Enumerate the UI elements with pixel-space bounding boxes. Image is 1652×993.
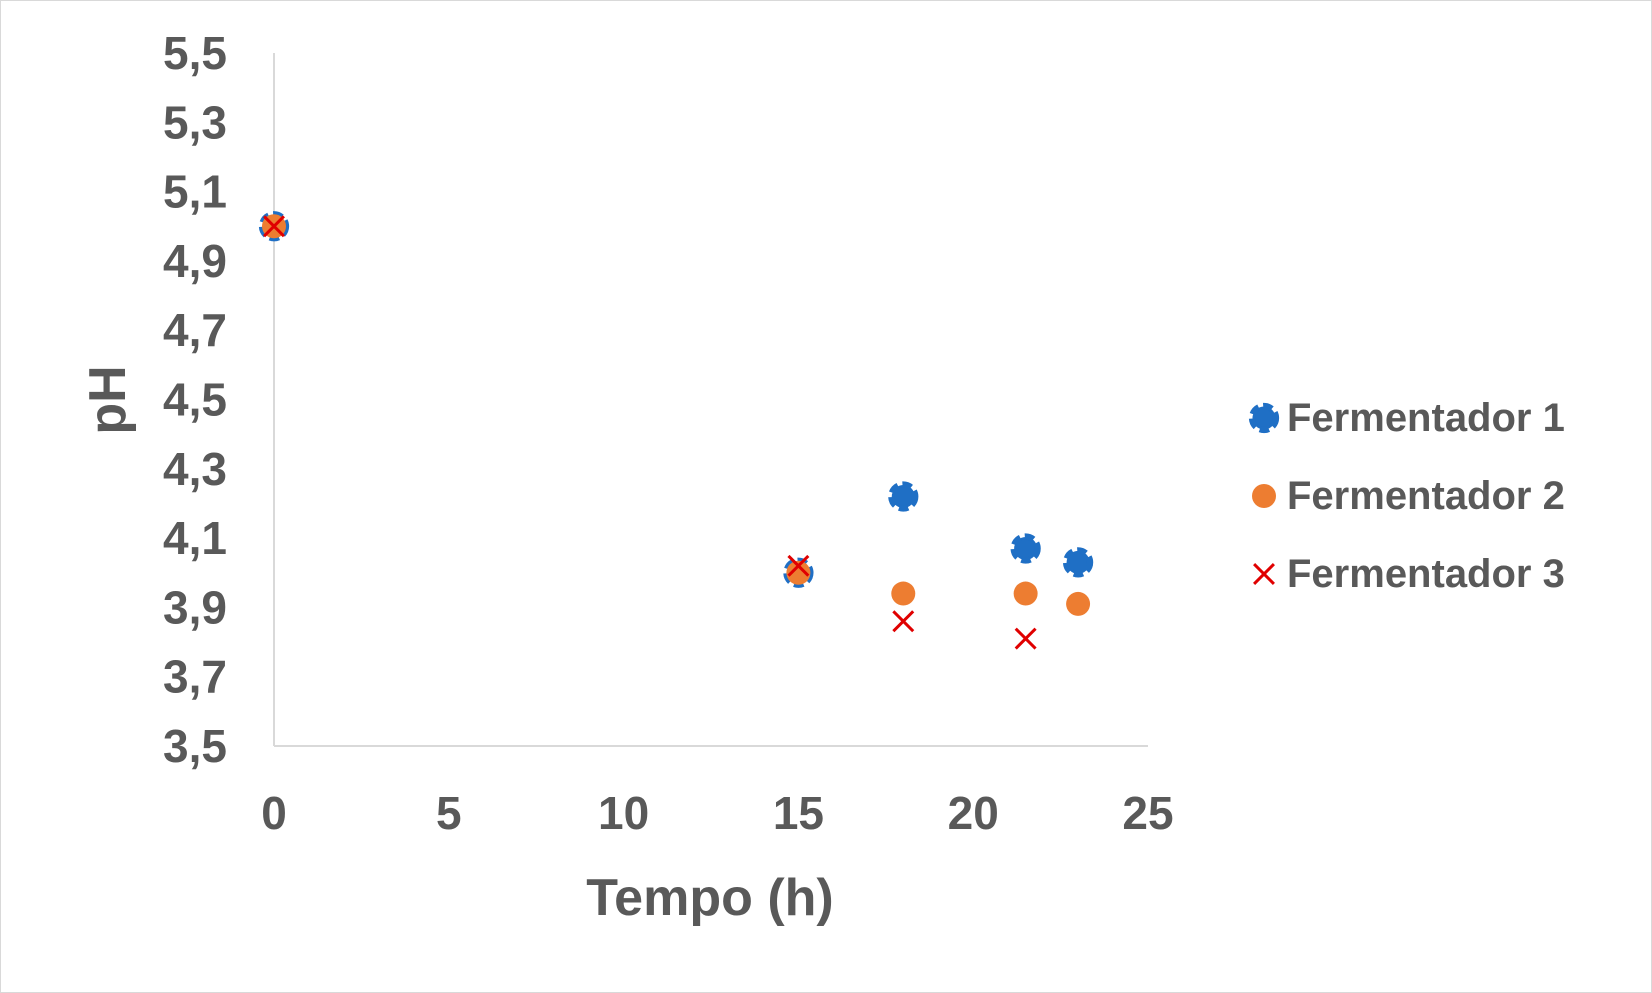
- legend-marker: [1252, 484, 1276, 508]
- x-stroke: [263, 215, 285, 238]
- data-point: [892, 610, 915, 633]
- cog-core: [894, 487, 913, 506]
- x-stroke: [1014, 627, 1037, 650]
- data-point: [1062, 547, 1094, 578]
- legend-marker: [1253, 563, 1275, 585]
- y-tick-label: 4,3: [163, 443, 227, 495]
- axes: [273, 53, 1148, 747]
- y-tick-label: 5,5: [163, 27, 227, 79]
- legend-item: Fermentador 1: [1248, 396, 1565, 440]
- data-point: [1014, 627, 1037, 650]
- y-tick-label: 5,1: [163, 166, 227, 218]
- y-tick-label: 5,3: [163, 96, 227, 148]
- x-tick-label: 25: [1122, 787, 1173, 839]
- y-tick-label: 4,7: [163, 304, 227, 356]
- data-points: [258, 211, 1094, 650]
- x-tick-label: 5: [436, 787, 462, 839]
- legend-item: Fermentador 2: [1252, 474, 1565, 518]
- legend-marker: [1248, 402, 1280, 434]
- x-tick-label: 10: [598, 787, 649, 839]
- y-tick-label: 3,9: [163, 581, 227, 633]
- y-tick-label: 4,1: [163, 512, 227, 564]
- series-1: [258, 211, 1094, 588]
- data-point: [263, 215, 285, 238]
- data-point: [786, 560, 811, 585]
- legend-label: Fermentador 1: [1287, 396, 1565, 440]
- data-point: [1013, 581, 1038, 606]
- data-point: [891, 581, 916, 606]
- y-tick-label: 4,5: [163, 374, 227, 426]
- legend: Fermentador 1 Fermentador 2 Fermentador 3: [1248, 396, 1565, 596]
- x-tick-label: 15: [773, 787, 824, 839]
- legend-label: Fermentador 2: [1287, 474, 1565, 518]
- cog-core: [1255, 409, 1273, 427]
- x-stroke: [892, 610, 915, 633]
- data-point: [1066, 591, 1091, 616]
- series-2: [262, 214, 1091, 616]
- y-axis-title: pH: [79, 365, 137, 434]
- data-point: [787, 554, 810, 577]
- x-tick-label: 20: [948, 787, 999, 839]
- cog-core: [1069, 553, 1087, 572]
- cog-core: [1016, 539, 1035, 558]
- data-point: [1010, 533, 1041, 564]
- x-tick-label: 0: [261, 787, 287, 839]
- data-point: [888, 481, 919, 512]
- series-3: [263, 215, 1037, 650]
- x-stroke: [1253, 563, 1275, 585]
- y-tick-label: 4,9: [163, 235, 227, 287]
- y-tick-label: 3,7: [163, 651, 227, 703]
- x-axis-title: Tempo (h): [586, 869, 833, 927]
- legend-label: Fermentador 3: [1287, 552, 1565, 596]
- legend-item: Fermentador 3: [1253, 552, 1565, 596]
- tick-labels: 3,5 3,7 3,9 4,1 4,3 4,5 4,7 4,9 5,1 5,3 5,5 0 5 10 15 2…: [163, 27, 1174, 839]
- y-tick-label: 3,5: [163, 720, 227, 772]
- x-stroke: [787, 554, 810, 577]
